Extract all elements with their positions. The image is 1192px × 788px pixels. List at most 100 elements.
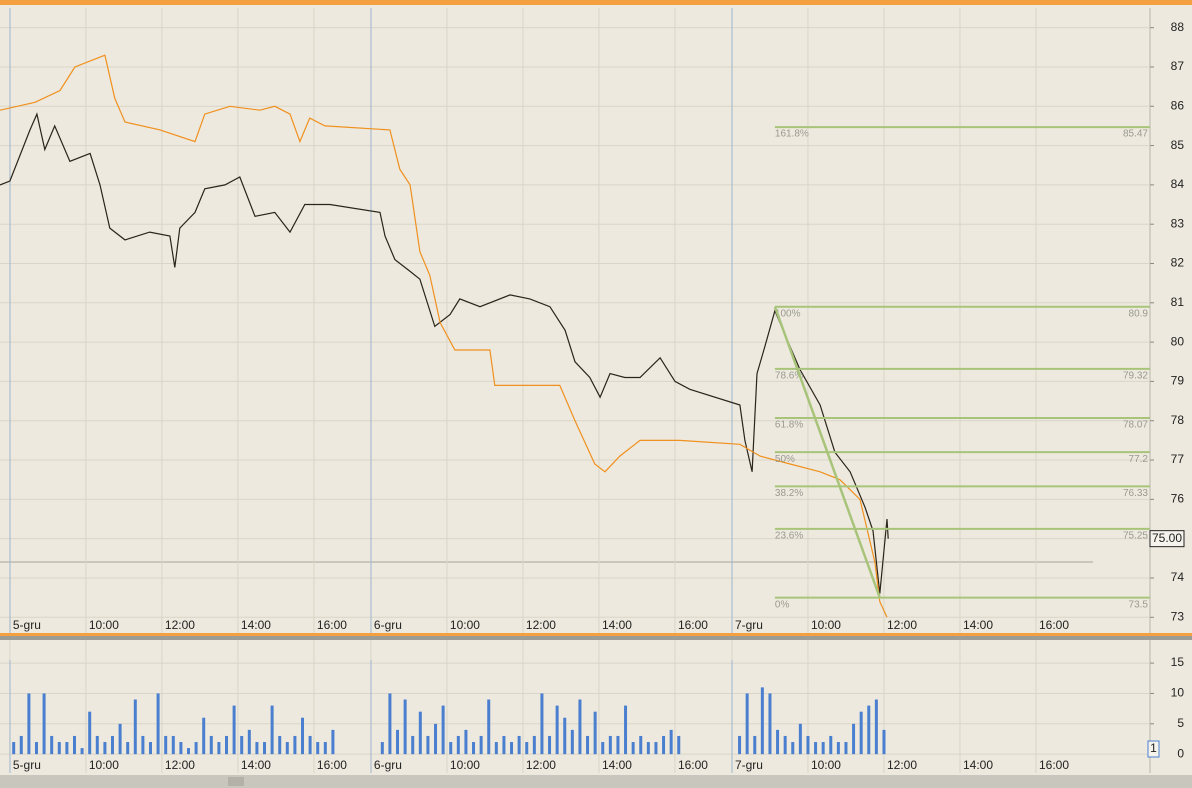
y-tick-label: 73 [1171, 609, 1185, 623]
volume-bar [821, 742, 825, 755]
volume-bar [836, 742, 840, 755]
fib-percent: 78.6% [775, 370, 803, 381]
x-tick-label: 10:00 [89, 618, 119, 632]
price-line [0, 54, 888, 618]
volume-bar [316, 742, 320, 755]
x-tick-label: 14:00 [241, 618, 271, 632]
volume-bar [631, 742, 635, 755]
volume-bar [624, 705, 628, 755]
fib-percent: 23.6% [775, 530, 803, 541]
volume-bar [232, 705, 236, 755]
y-tick-label: 85 [1171, 138, 1185, 152]
x-tick-label: 7-gru [735, 758, 763, 772]
volume-bar [548, 735, 552, 755]
y-tick-label: 86 [1171, 98, 1185, 112]
volume-bar [570, 729, 574, 755]
volume-bar [194, 742, 198, 755]
volume-bar [156, 693, 160, 755]
volume-bar [202, 717, 206, 755]
volume-bar [95, 735, 99, 755]
volume-bar [72, 735, 76, 755]
volume-bar [380, 742, 384, 755]
volume-bar [745, 693, 749, 755]
volume-bar [19, 735, 23, 755]
y-tick-label: 88 [1171, 20, 1185, 34]
y-tick-label: 84 [1171, 177, 1185, 191]
x-tick-label: 16:00 [678, 758, 708, 772]
x-tick-label: 6-gru [374, 758, 402, 772]
x-tick-label: 6-gru [374, 618, 402, 632]
volume-bar [753, 735, 757, 755]
plot: 737475767778798081828384858687885-gru10:… [0, 20, 1185, 772]
volume-bar [255, 742, 259, 755]
volume-bar [586, 735, 590, 755]
fib-value: 77.2 [1129, 454, 1149, 465]
volume-bar [616, 735, 620, 755]
x-tick-label: 14:00 [602, 758, 632, 772]
x-tick-label: 10:00 [450, 618, 480, 632]
scroll-thumb[interactable] [228, 777, 244, 786]
fib-value: 80.9 [1129, 308, 1149, 319]
volume-bar [540, 693, 544, 755]
fib-percent: 50% [775, 454, 795, 465]
fib-trend [773, 306, 881, 599]
volume-bar [323, 742, 327, 755]
volume-bar [601, 742, 605, 755]
volume-bar [510, 742, 514, 755]
volume-bar [814, 742, 818, 755]
volume-bar [110, 735, 114, 755]
volume-bar [263, 742, 267, 755]
volume-bar [88, 711, 92, 755]
y-tick-label: 79 [1171, 374, 1185, 388]
fib-percent: 161.8% [775, 129, 809, 140]
x-tick-label: 14:00 [963, 618, 993, 632]
volume-bar [768, 693, 772, 755]
volume-bar [852, 723, 856, 755]
volume-bar [654, 742, 658, 755]
volume-bar [669, 729, 673, 755]
fib-value: 78.07 [1123, 420, 1148, 431]
x-tick-label: 16:00 [1039, 758, 1069, 772]
volume-bar [449, 742, 453, 755]
volume-bar [118, 723, 122, 755]
x-tick-label: 5-gru [13, 758, 41, 772]
x-tick-label: 10:00 [89, 758, 119, 772]
y-tick-label: 82 [1171, 256, 1185, 270]
x-tick-label: 12:00 [526, 618, 556, 632]
y-tick-label: 87 [1171, 59, 1185, 73]
scrollbar[interactable] [0, 775, 1192, 788]
volume-bar [867, 705, 871, 755]
volume-bar [293, 735, 297, 755]
volume-bar [859, 711, 863, 755]
volume-bar [65, 742, 69, 755]
fib-value: 79.32 [1123, 370, 1148, 381]
day-separators [9, 8, 733, 773]
volume-bar [270, 705, 274, 755]
x-tick-label: 10:00 [811, 618, 841, 632]
x-tick-label: 7-gru [735, 618, 763, 632]
volume-bar [776, 729, 780, 755]
y-tick-label: 10 [1171, 686, 1185, 700]
volume-bar [829, 735, 833, 755]
volume-bar [42, 693, 46, 755]
volume-bar [240, 735, 244, 755]
x-tick-label: 12:00 [165, 758, 195, 772]
volume-bar [464, 729, 468, 755]
volume-bar [479, 735, 483, 755]
volume-bar [27, 693, 31, 755]
volume-bar [403, 699, 407, 755]
volume-bar [525, 742, 529, 755]
y-tick-label: 80 [1171, 334, 1185, 348]
volume-bar [677, 735, 681, 755]
volume-bar [186, 748, 190, 755]
volume-bar [141, 735, 145, 755]
volume-bar [179, 742, 183, 755]
fib-percent: 61.8% [775, 420, 803, 431]
volume-bar [126, 742, 130, 755]
volume-bar [285, 742, 289, 755]
volume-bar [593, 711, 597, 755]
panel-divider [0, 633, 1192, 636]
volume-bar [738, 735, 742, 755]
x-tick-label: 14:00 [963, 758, 993, 772]
